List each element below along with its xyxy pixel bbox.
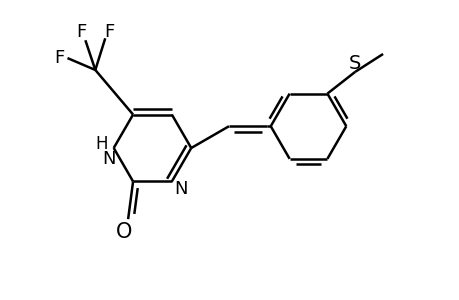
Text: F: F — [54, 49, 65, 67]
Text: N: N — [102, 150, 115, 168]
Text: H: H — [95, 135, 108, 153]
Text: N: N — [174, 180, 187, 198]
Text: O: O — [116, 222, 132, 242]
Text: F: F — [104, 23, 114, 41]
Text: S: S — [348, 54, 361, 74]
Text: F: F — [76, 23, 86, 41]
